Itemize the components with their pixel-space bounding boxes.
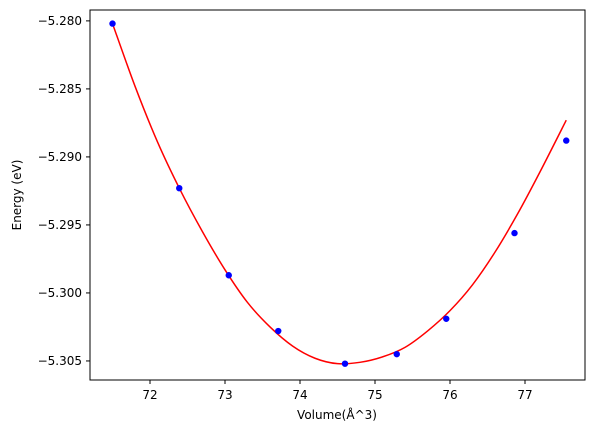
y-tick-label: −5.280 [38,14,82,28]
x-axis-ticks: 72 73 74 75 76 77 [142,380,533,402]
data-point [109,20,116,27]
y-axis-label: Energy (eV) [10,160,24,231]
y-tick-label: −5.305 [38,354,82,368]
y-tick-label: −5.295 [38,218,82,232]
x-tick-label: 77 [517,388,532,402]
x-axis-label: Volume(Å^3) [297,407,377,422]
data-point [443,315,450,322]
x-tick-label: 76 [442,388,457,402]
data-points-layer [109,20,570,367]
y-tick-label: −5.285 [38,82,82,96]
plot-frame [89,9,586,381]
y-tick-label: −5.290 [38,150,82,164]
y-tick-label: −5.300 [38,286,82,300]
data-point [511,229,518,237]
y-axis-ticks: −5.305 −5.300 −5.295 −5.290 −5.285 −5.280 [38,14,90,368]
data-point [225,272,232,279]
x-tick-label: 74 [292,388,307,402]
data-point [341,360,349,367]
fit-curve-layer [111,23,567,365]
data-point [563,137,570,144]
x-tick-label: 72 [142,388,157,402]
data-point [275,327,282,335]
plot-background [90,10,585,380]
data-point [393,350,400,358]
x-tick-label: 73 [217,388,232,402]
data-point [176,184,183,192]
x-tick-label: 75 [367,388,382,402]
fit-curve [111,23,567,365]
